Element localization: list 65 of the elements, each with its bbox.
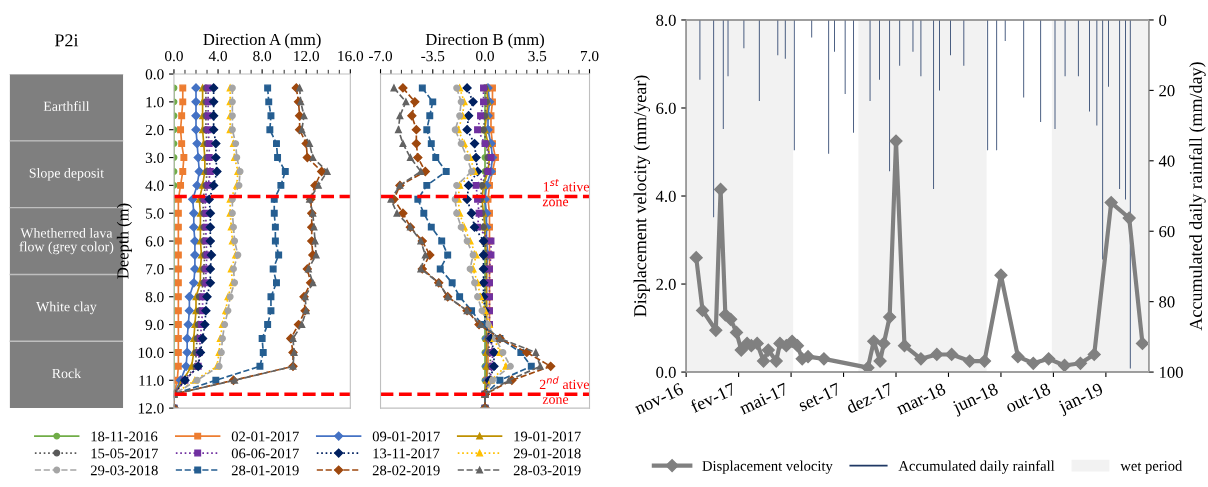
y-tick-label: 1.0 — [146, 97, 164, 108]
legend-label: 06-06-2017 — [231, 448, 299, 459]
y2-tick-label: 60 — [1159, 225, 1175, 238]
y-tick-label: 2.0 — [145, 124, 164, 136]
x-tick-label: 12.0 — [294, 50, 320, 62]
ref-line-label: 2$^{nd}$ ative zone — [539, 376, 589, 404]
text: Earthfill — [43, 100, 90, 111]
text: Slope deposit — [29, 167, 104, 181]
x-axis-title: Direction B (mm) — [425, 33, 544, 49]
y-tick-label: 2.0 — [656, 278, 676, 291]
legend-label: 29-01-2018 — [513, 448, 581, 459]
y-tick-label: 3.0 — [145, 152, 164, 164]
y-tick-label: 0.0 — [145, 69, 164, 80]
x-tick-label: out-18 — [1004, 382, 1052, 413]
y-tick-label: 8.0 — [656, 14, 676, 26]
y-tick-label: 9.0 — [145, 319, 164, 331]
x-tick-label: set-17 — [797, 382, 842, 412]
y2-tick-label: 40 — [1158, 155, 1175, 167]
y-tick-label: 8.0 — [145, 291, 164, 303]
legend-label: Displacement velocity — [702, 460, 833, 474]
legend-label: 28-01-2019 — [231, 465, 299, 476]
x-tick-label: 4.0 — [208, 50, 228, 62]
text: P2i — [54, 34, 79, 47]
x-tick-label: 0.0 — [476, 50, 494, 62]
x-tick-label: 3.5 — [528, 50, 547, 62]
x-axis-title: Direction A (mm) — [203, 33, 321, 49]
legend-label: Accumulated daily rainfall — [898, 460, 1055, 474]
x-tick-label: fev-17 — [689, 381, 737, 413]
x-tick-label: 7.0 — [580, 50, 599, 62]
legend-label: 29-03-2018 — [90, 465, 158, 476]
y-tick-label: 4.0 — [655, 190, 676, 203]
y-tick-label: 11.0 — [139, 375, 164, 386]
y2-tick-label: 0 — [1159, 14, 1167, 26]
x-tick-label: 8.0 — [253, 50, 272, 62]
legend-label: 18-11-2016 — [91, 431, 158, 442]
y-tick-label: 5.0 — [146, 208, 164, 219]
y-tick-label: 10.0 — [138, 347, 164, 358]
x-tick-label: 16.0 — [338, 50, 364, 62]
text: Rock — [52, 368, 82, 379]
y-tick-label: 6.0 — [656, 102, 676, 115]
legend-label: 19-01-2017 — [514, 431, 581, 442]
y2-tick-label: 20 — [1159, 85, 1175, 97]
y-axis-title: Deepth (m) — [116, 203, 132, 279]
y-tick-label: 0.0 — [656, 366, 676, 379]
legend-label: 28-02-2019 — [372, 465, 440, 476]
y-tick-label: 7.0 — [146, 264, 164, 275]
legend-label: 02-01-2017 — [231, 431, 299, 442]
x-tick-label: -3.5 — [421, 50, 445, 62]
legend-label: wet period — [1120, 460, 1183, 474]
y-tick-label: 6.0 — [145, 236, 164, 247]
y2-axis-title: Accumulated daily rainfall (mm/day) — [1189, 62, 1206, 331]
legend-label: 13-11-2017 — [373, 448, 440, 459]
y2-tick-label: 80 — [1159, 296, 1175, 308]
text: White clay — [36, 301, 97, 315]
y-tick-label: 4.0 — [145, 180, 164, 191]
legend-label: 15-05-2017 — [91, 448, 158, 459]
text: Whetherred lava flow (grey color) — [19, 227, 114, 255]
x-tick-label: -7.0 — [369, 50, 393, 62]
x-tick-label: dez-17 — [845, 382, 894, 414]
y-axis-title: Displacement velocity (mm/year) — [633, 75, 651, 317]
x-tick-label: 0.0 — [164, 50, 183, 62]
legend-label: 28-03-2019 — [513, 465, 581, 476]
legend-label: 09-01-2017 — [372, 431, 440, 442]
y2-tick-label: 100 — [1160, 366, 1183, 379]
ref-line-label: 1$^{st}$ ative zone — [542, 179, 590, 207]
